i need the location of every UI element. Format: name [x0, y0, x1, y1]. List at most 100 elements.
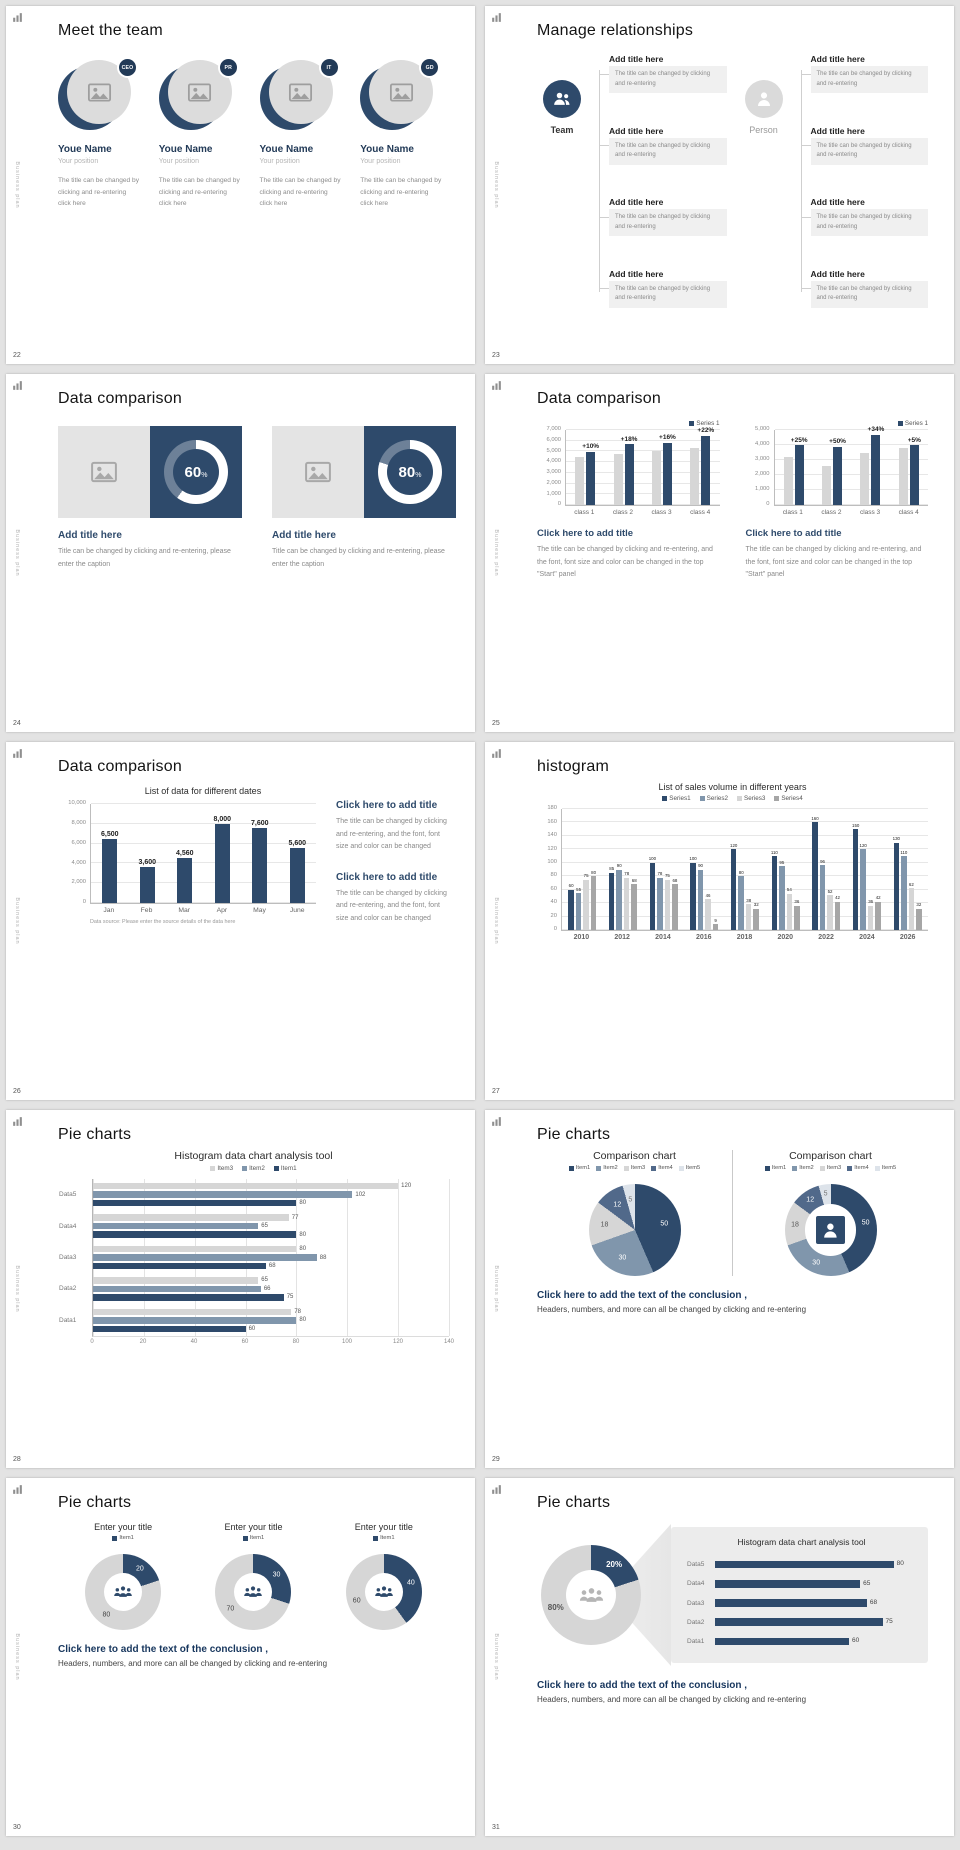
image-placeholder-icon: [187, 80, 212, 105]
slide-31-pie-charts[interactable]: Business plan 31 Pie charts 20% 80% Histog…: [485, 1478, 954, 1836]
x-axis-tick-label: 100: [341, 1339, 353, 1345]
slide-29-pie-charts[interactable]: Business plan 29 Pie charts Comparison ch…: [485, 1110, 954, 1468]
bar: [745, 904, 752, 930]
bar: [783, 457, 793, 505]
y-axis-tick-label: 0: [553, 926, 557, 933]
legend-swatch-icon: [568, 1165, 574, 1171]
bar-line: 120: [93, 1182, 449, 1190]
bar-stack: 65 66 75: [93, 1277, 449, 1301]
team-member-card: PR Youe Name Your position The title can be…: [158, 57, 248, 210]
bar-stack: 80: [715, 1561, 916, 1569]
bar-column: +5%: [908, 430, 921, 505]
category-label: class 1: [782, 509, 803, 516]
bar-value-label: 6,500: [100, 830, 119, 838]
bar-value-label: 8,000: [213, 815, 232, 823]
bar-column: 100: [689, 809, 697, 930]
relationship-item: Add title here The title can be changed b…: [599, 125, 727, 165]
slide-side-rail: Business plan 22: [6, 6, 30, 364]
conclusion-subtitle: Headers, numbers, and more can all be ch…: [537, 1695, 807, 1704]
gridline: [562, 821, 928, 823]
bar: [715, 1618, 883, 1626]
bar-column: 36: [794, 809, 800, 930]
team-members-row: CEO Youe Name Your position The title can b…: [58, 57, 449, 210]
slide-content: histogram List of sales volume in differ…: [509, 742, 954, 1100]
donut-chart: 30 70: [215, 1554, 292, 1630]
legend-label: Item1: [575, 1165, 591, 1171]
category-label: Data5: [687, 1561, 705, 1569]
pies-row: Comparison chart Item1 Item2 Item3 Item4 Ite…: [537, 1150, 928, 1276]
donut-hole: [566, 1570, 616, 1620]
text-block-body: The title can be changed by clicking and…: [336, 889, 447, 922]
bar-chart-logo-icon: [12, 12, 23, 23]
bar: [901, 856, 907, 930]
people-icon: [552, 89, 572, 109]
legend-item: Item1: [112, 1535, 134, 1541]
slide-side-rail: Business plan 26: [6, 742, 30, 1100]
bar-value-label: 80: [591, 869, 597, 875]
legend-swatch-icon: [897, 421, 903, 426]
legend-swatch-icon: [242, 1535, 248, 1541]
legend-label: Item1: [280, 1165, 297, 1172]
category-labels-row: 2010 2012 2014 2016 2018 2020 2022 2024 2026: [561, 934, 928, 941]
y-axis-tick-label: 120: [547, 845, 557, 852]
bar-group: 120 80 38 32: [730, 809, 759, 930]
bar-column: 9: [712, 809, 719, 930]
bar-column: +10%: [582, 430, 599, 505]
slide-30-pie-charts[interactable]: Business plan 30 Pie charts Enter your ti…: [6, 1478, 475, 1836]
legend-swatch-icon: [774, 796, 780, 801]
relationship-item-title: Add title here: [609, 125, 664, 136]
slide-24-data-comparison[interactable]: Business plan 24 Data comparison 60% Add …: [6, 374, 475, 732]
member-name: Youe Name: [58, 144, 112, 155]
role-badge: CEO: [117, 57, 138, 78]
gridline: [347, 1179, 349, 1336]
slide-26-data-comparison[interactable]: Business plan 26 Data comparison List of …: [6, 742, 475, 1100]
slide-27-histogram[interactable]: Business plan 27 histogram List of sales …: [485, 742, 954, 1100]
slide-23-manage-relationships[interactable]: Business plan 23 Manage relationships Tea…: [485, 6, 954, 364]
bar-value-label: 110: [900, 849, 908, 855]
legend-swatch-icon: [242, 1166, 248, 1171]
bar-column: 90: [616, 809, 622, 930]
chart-legend: Item1: [112, 1535, 134, 1541]
conclusion-title: Click here to add the text of the conclu…: [58, 1644, 269, 1655]
legend-label: Series 1: [904, 420, 928, 427]
pie-wrap: 50 30 18 12 5: [784, 1184, 877, 1276]
slide-side-rail: Business plan 30: [6, 1478, 30, 1836]
slide-22-meet-the-team[interactable]: Business plan 22 Meet the team CEO Youe Na…: [6, 6, 475, 364]
chart-block: Series 1 0 1,000 2,000 3,000 4,000 5,000 +25% +…: [746, 418, 928, 582]
page-number: 24: [13, 720, 21, 727]
bar: [608, 872, 615, 930]
bar-column: +18%: [621, 430, 637, 505]
slide-25-data-comparison[interactable]: Business plan 25 Data comparison Series 1…: [485, 374, 954, 732]
bar-column: +25%: [791, 430, 808, 505]
bar-value-label: 102: [355, 1191, 366, 1198]
pie-wrap: 20% 80%: [537, 1545, 641, 1645]
bar-group: 7,600: [251, 804, 269, 903]
legend-swatch-icon: [819, 1165, 825, 1171]
y-axis-tick-label: 160: [547, 818, 557, 825]
conclusion-subtitle: Headers, numbers, and more can all be ch…: [537, 1305, 807, 1314]
legend-item: Series3: [737, 795, 765, 802]
legend-item: Series4: [774, 795, 803, 802]
category-label: Data1: [59, 1316, 77, 1324]
bar: [93, 1199, 297, 1207]
bar: [738, 876, 744, 930]
legend-label: Item4: [658, 1165, 673, 1171]
bar-line: 80: [93, 1317, 449, 1324]
category-label: class 4: [690, 509, 711, 516]
progress-donut-chart: 80%: [378, 440, 442, 504]
bar-column: +50%: [829, 430, 846, 505]
bar-chart-logo-icon: [491, 1484, 502, 1495]
bar-column: 60: [568, 809, 574, 930]
bar: [712, 923, 719, 930]
conclusion-block: Click here to add the text of the conclu…: [537, 1680, 928, 1704]
legend-swatch-icon: [847, 1165, 853, 1171]
bar: [93, 1285, 261, 1293]
slide-28-pie-charts[interactable]: Business plan 28 Pie charts Histogram dat…: [6, 1110, 475, 1468]
comparison-panel: 80% Add title here Title can be changed …: [272, 426, 456, 571]
slice-value-label: 30: [272, 1571, 281, 1579]
relationship-item: Add title here The title can be changed b…: [800, 197, 928, 237]
legend-item: Series1: [662, 795, 691, 802]
bar-value-label: 80: [738, 869, 744, 875]
rail-vertical-label: Business plan: [493, 161, 499, 209]
bar-chart-logo-icon: [12, 1484, 23, 1495]
